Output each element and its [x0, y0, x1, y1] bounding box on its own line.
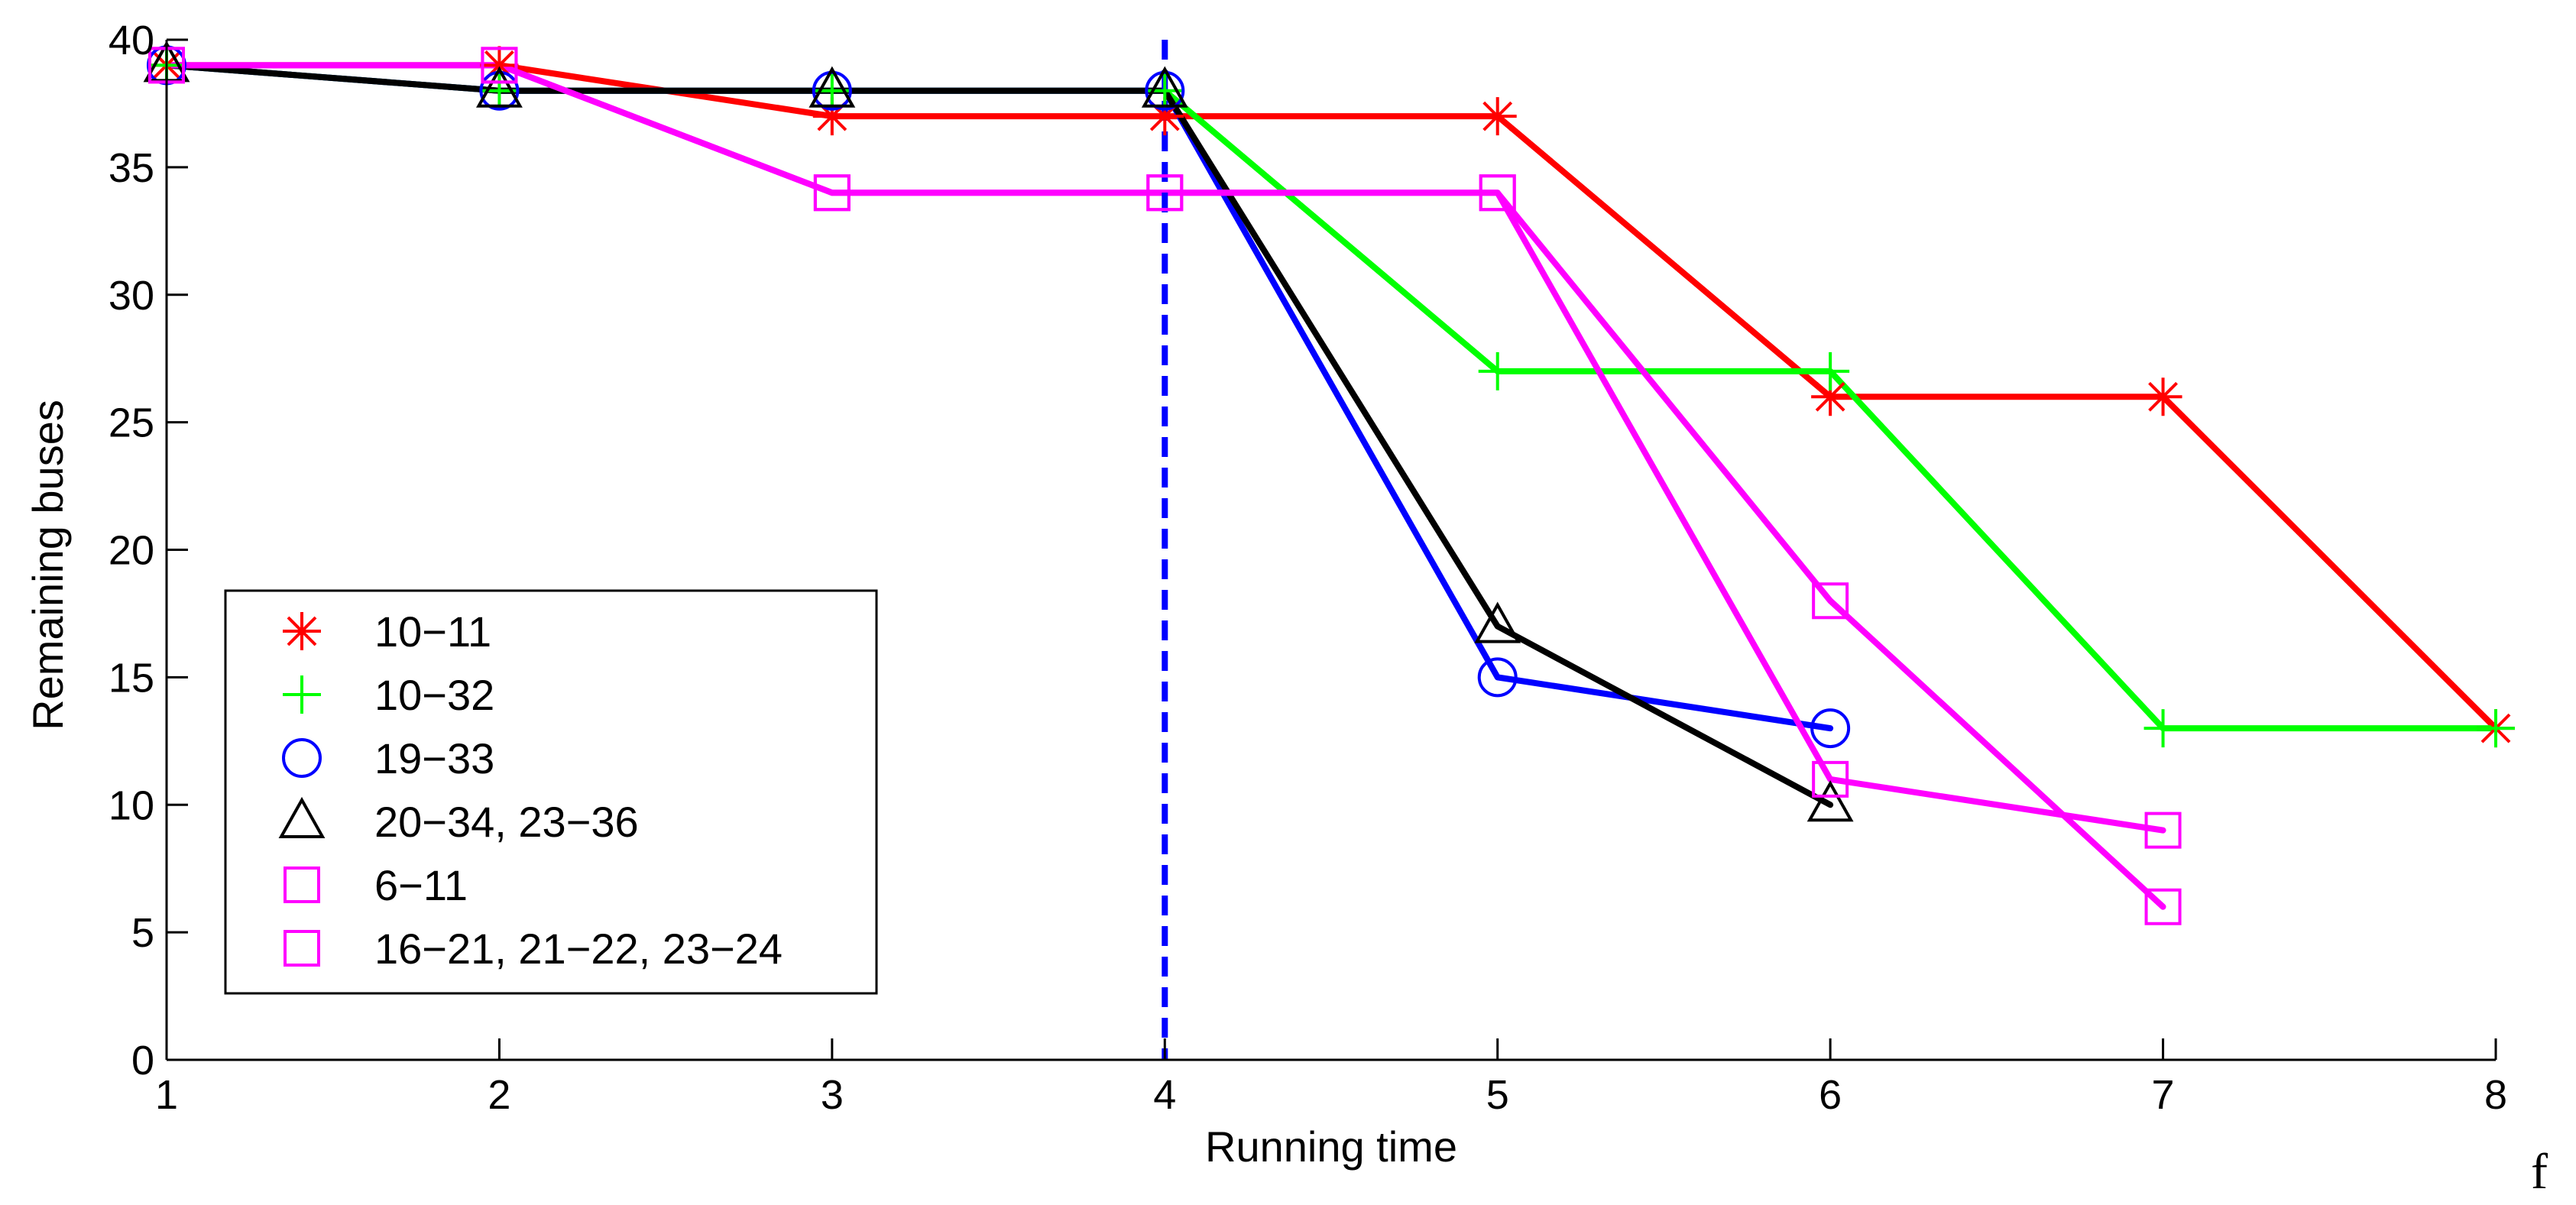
legend-marker-2	[283, 675, 321, 714]
y-tick-label-25: 25	[109, 400, 154, 446]
x-tick-label-7: 7	[2152, 1072, 2175, 1118]
data-point-s6-p6	[1812, 760, 1849, 798]
x-tick-label-1: 1	[155, 1072, 178, 1118]
data-point-s1-p3	[812, 97, 851, 136]
legend-marker-4	[278, 796, 326, 838]
y-tick-label-0: 0	[131, 1038, 154, 1084]
legend-marker-6	[284, 930, 320, 967]
data-point-s3-p5	[1477, 657, 1518, 698]
legend-marker-3	[282, 738, 322, 778]
legend: 10−11 10−32 19−33 20−34, 23−36 6−11 16−21, 21…	[224, 589, 878, 995]
data-point-s2-p6	[1811, 351, 1850, 390]
data-point-s1-p2	[480, 46, 519, 85]
y-tick-label-20: 20	[109, 528, 154, 574]
data-point-s4-p2	[476, 66, 523, 108]
legend-label-2: 10−32	[374, 671, 494, 719]
data-point-s1-p6	[1811, 377, 1850, 416]
x-tick-label-5: 5	[1486, 1072, 1509, 1118]
y-tick-label-10: 10	[109, 782, 154, 828]
y-tick-label-5: 5	[131, 910, 154, 956]
data-point-s2-p5	[1478, 351, 1517, 390]
legend-label-1: 10−11	[374, 607, 491, 656]
data-point-s6-p4	[1146, 174, 1184, 212]
x-tick-label-6: 6	[1819, 1072, 1842, 1118]
data-point-s4-p6	[1806, 780, 1854, 822]
data-point-s6-p2	[481, 47, 518, 84]
legend-label-5: 6−11	[374, 861, 468, 909]
data-point-s4-p3	[808, 66, 856, 108]
data-point-s4-p5	[1474, 601, 1521, 643]
x-tick-label-2: 2	[488, 1072, 510, 1118]
data-point-s4-p4	[1141, 66, 1188, 108]
corner-letter: f	[2531, 1144, 2548, 1200]
data-point-s6-p7	[2144, 811, 2182, 849]
data-point-s6-p3	[813, 174, 851, 212]
data-point-s2-p7	[2143, 709, 2182, 748]
x-axis-title: Running time	[1205, 1122, 1457, 1171]
series-line-4	[164, 62, 1834, 808]
y-tick-label-35: 35	[109, 145, 154, 191]
data-point-s1-p4	[1145, 97, 1184, 136]
legend-label-6: 16−21, 21−22, 23−24	[374, 925, 783, 973]
plot-markers	[143, 40, 2515, 925]
data-point-s6-p5	[1479, 174, 1516, 212]
y-tick-label-30: 30	[109, 273, 154, 319]
legend-marker-1	[283, 612, 321, 650]
series-line-1	[164, 62, 2499, 732]
x-tick-label-3: 3	[821, 1072, 844, 1118]
x-tick-label-4: 4	[1153, 1072, 1176, 1118]
y-tick-label-15: 15	[109, 655, 154, 701]
x-tick-label-8: 8	[2484, 1072, 2507, 1118]
legend-marker-5	[284, 866, 320, 903]
data-point-s2-p8	[2477, 709, 2515, 748]
data-point-s3-p6	[1810, 708, 1851, 749]
data-point-s1-p5	[1478, 97, 1517, 136]
legend-label-4: 20−34, 23−36	[374, 798, 639, 846]
legend-box	[224, 589, 878, 995]
data-point-s5-p7	[2144, 888, 2182, 925]
data-point-s1-p7	[2143, 377, 2182, 416]
legend-label-3: 19−33	[374, 734, 494, 782]
data-point-s5-p6	[1812, 582, 1849, 620]
axes: 1 2 3 4 5 6 7 8 0 5 10 15 20 25 30 35 40	[109, 18, 2507, 1118]
y-tick-label-40: 40	[109, 18, 154, 63]
y-axis-title: Remaining buses	[24, 400, 72, 730]
